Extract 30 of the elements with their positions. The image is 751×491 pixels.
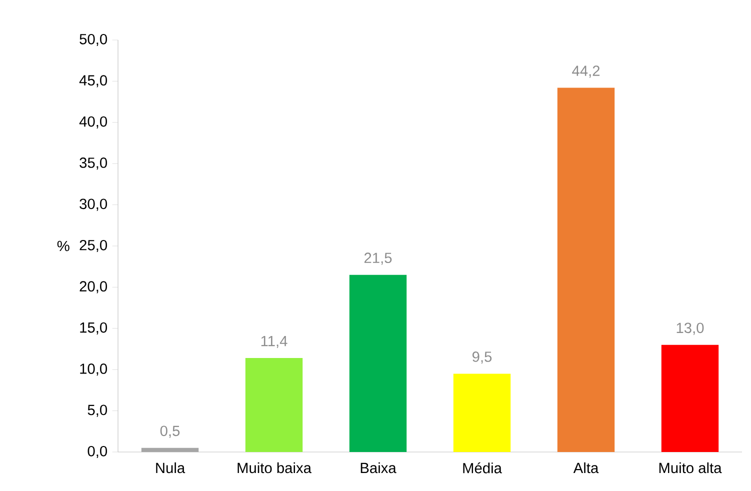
y-tick-label: 30,0 xyxy=(80,198,108,211)
x-tick-label: Alta xyxy=(573,462,599,474)
y-tick-label: 35,0 xyxy=(80,158,108,170)
data-label: 9,5 xyxy=(472,352,492,364)
y-tick-label: 20,0 xyxy=(80,281,108,294)
y-tick-label: 25,0 xyxy=(80,240,108,252)
data-label: 11,4 xyxy=(261,336,288,348)
data-label: 21,5 xyxy=(364,252,392,265)
y-tick-label: 0,0 xyxy=(88,446,108,458)
y-tick-label: 50,0 xyxy=(80,34,108,46)
bar xyxy=(245,358,303,452)
bar xyxy=(661,344,719,452)
x-tick-label: Nula xyxy=(156,462,186,474)
x-tick-label: Muito alta xyxy=(659,462,722,474)
bar xyxy=(141,448,199,452)
x-tick-label: Muito baixa xyxy=(238,462,312,474)
bar xyxy=(349,274,407,452)
data-label: 44,2 xyxy=(572,66,600,78)
bar xyxy=(453,374,511,452)
y-tick-label: 10,0 xyxy=(80,364,108,376)
y-tick-label: 40,0 xyxy=(79,116,108,128)
bar xyxy=(557,88,615,452)
y-axis-title: % xyxy=(57,240,70,252)
x-tick-label: Baixa xyxy=(360,462,396,474)
data-label: 13,0 xyxy=(676,322,704,335)
x-tick-label: Média xyxy=(463,462,502,474)
y-tick-label: 45,0 xyxy=(79,75,108,88)
data-label: 0,5 xyxy=(160,426,180,438)
y-tick-label: 15,0 xyxy=(80,322,108,334)
y-tick-label: 5,0 xyxy=(88,404,108,417)
